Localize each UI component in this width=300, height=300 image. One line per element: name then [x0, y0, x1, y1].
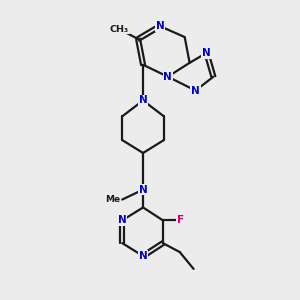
Text: N: N — [155, 21, 164, 31]
Text: N: N — [118, 215, 127, 225]
Text: Me: Me — [105, 195, 120, 204]
Text: N: N — [139, 251, 147, 261]
Text: N: N — [202, 48, 211, 58]
Text: F: F — [177, 215, 184, 225]
Text: N: N — [139, 184, 147, 195]
Text: N: N — [164, 72, 172, 82]
Text: N: N — [191, 85, 200, 96]
Text: CH₃: CH₃ — [110, 25, 129, 34]
Text: N: N — [139, 95, 147, 106]
